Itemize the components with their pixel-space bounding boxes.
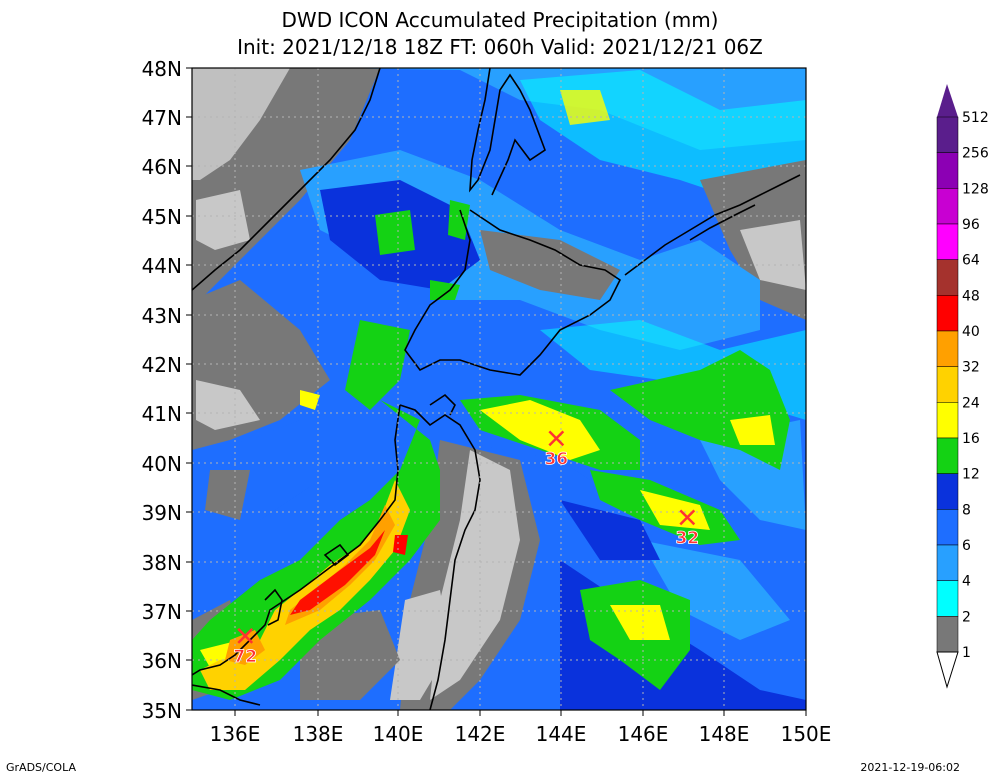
legend-level-label: 12: [962, 467, 980, 483]
lat-label: 44N: [142, 254, 182, 278]
lat-label: 36N: [142, 649, 182, 673]
legend-swatch: [936, 580, 959, 617]
marker-cross: [237, 628, 254, 644]
legend-level-label: 2: [962, 609, 971, 625]
max-marker: 36: [544, 430, 569, 470]
legend-level-label: 1: [962, 645, 971, 661]
lat-label: 46N: [142, 155, 182, 179]
legend-swatch: [936, 116, 959, 153]
map-title: DWD ICON Accumulated Precipitation (mm): [281, 8, 719, 32]
lat-label: 43N: [142, 304, 182, 328]
legend-swatch: [936, 152, 959, 189]
lon-label: 150E: [781, 722, 832, 746]
legend-level-label: 128: [962, 181, 989, 197]
lon-label: 146E: [618, 722, 669, 746]
legend-swatch: [936, 616, 959, 653]
lat-label: 48N: [142, 57, 182, 81]
legend-swatch: [936, 509, 959, 546]
legend-swatch: [936, 188, 959, 225]
legend-level-label: 96: [962, 217, 980, 233]
precip-field: [192, 68, 806, 710]
legend-swatch: [936, 473, 959, 510]
legend-top-arrow: [937, 84, 958, 117]
lat-label: 35N: [142, 699, 182, 723]
lon-label: 148E: [699, 722, 750, 746]
axis-ticks: [186, 67, 807, 716]
marker-value-label: 36: [544, 449, 568, 469]
legend-swatch: [936, 223, 959, 260]
legend-level-label: 512: [962, 110, 989, 126]
legend-level-label: 256: [962, 146, 989, 162]
map-subtitle: Init: 2021/12/18 18Z FT: 060h Valid: 202…: [237, 35, 763, 59]
legend-level-label: 24: [962, 395, 980, 411]
legend-swatch: [936, 295, 959, 332]
legend-swatch: [936, 437, 959, 474]
lat-label: 42N: [142, 353, 182, 377]
legend-swatch: [936, 259, 959, 296]
legend-level-label: 8: [962, 502, 971, 518]
map-frame: [191, 67, 807, 711]
lat-label: 47N: [142, 106, 182, 130]
lon-label: 136E: [210, 722, 261, 746]
footer-timestamp: 2021-12-19-06:02: [860, 761, 960, 774]
max-marker: 72: [233, 628, 257, 667]
marker-value-label: 72: [233, 647, 257, 667]
legend-swatch: [936, 330, 959, 367]
legend-level-label: 48: [962, 288, 980, 304]
marker-value-label: 32: [675, 528, 699, 548]
legend-level-label: 40: [962, 324, 980, 340]
max-markers: 36 32 72: [233, 430, 700, 667]
legend-bottom-arrow: [936, 651, 959, 689]
lat-label: 39N: [142, 501, 182, 525]
legend-swatch: [936, 366, 959, 403]
legend-level-label: 6: [962, 538, 971, 554]
max-marker: 32: [675, 509, 700, 549]
footer-credit: GrADS/COLA: [6, 761, 76, 774]
lon-label: 142E: [455, 722, 506, 746]
coastlines: [192, 68, 801, 710]
legend-level-label: 16: [962, 431, 980, 447]
lat-label: 37N: [142, 600, 182, 624]
legend-level-label: 64: [962, 253, 980, 269]
lat-label: 41N: [142, 402, 182, 426]
legend-swatch: [936, 402, 959, 439]
legend-swatch: [936, 544, 959, 581]
lon-label: 140E: [373, 722, 424, 746]
marker-cross: [548, 430, 565, 447]
gridlines: [192, 68, 806, 710]
longitude-labels: 136E 138E 140E 142E 144E 146E 148E 150E: [210, 722, 832, 746]
legend-level-label: 32: [962, 360, 980, 376]
legend-level-label: 4: [962, 574, 971, 590]
lat-label: 45N: [142, 205, 182, 229]
lon-label: 138E: [293, 722, 344, 746]
latitude-labels: 48N 47N 46N 45N 44N 43N 42N 41N 40N 39N …: [142, 57, 182, 723]
lon-label: 144E: [536, 722, 587, 746]
lat-label: 38N: [142, 551, 182, 575]
marker-cross: [679, 509, 696, 526]
lat-label: 40N: [142, 452, 182, 476]
